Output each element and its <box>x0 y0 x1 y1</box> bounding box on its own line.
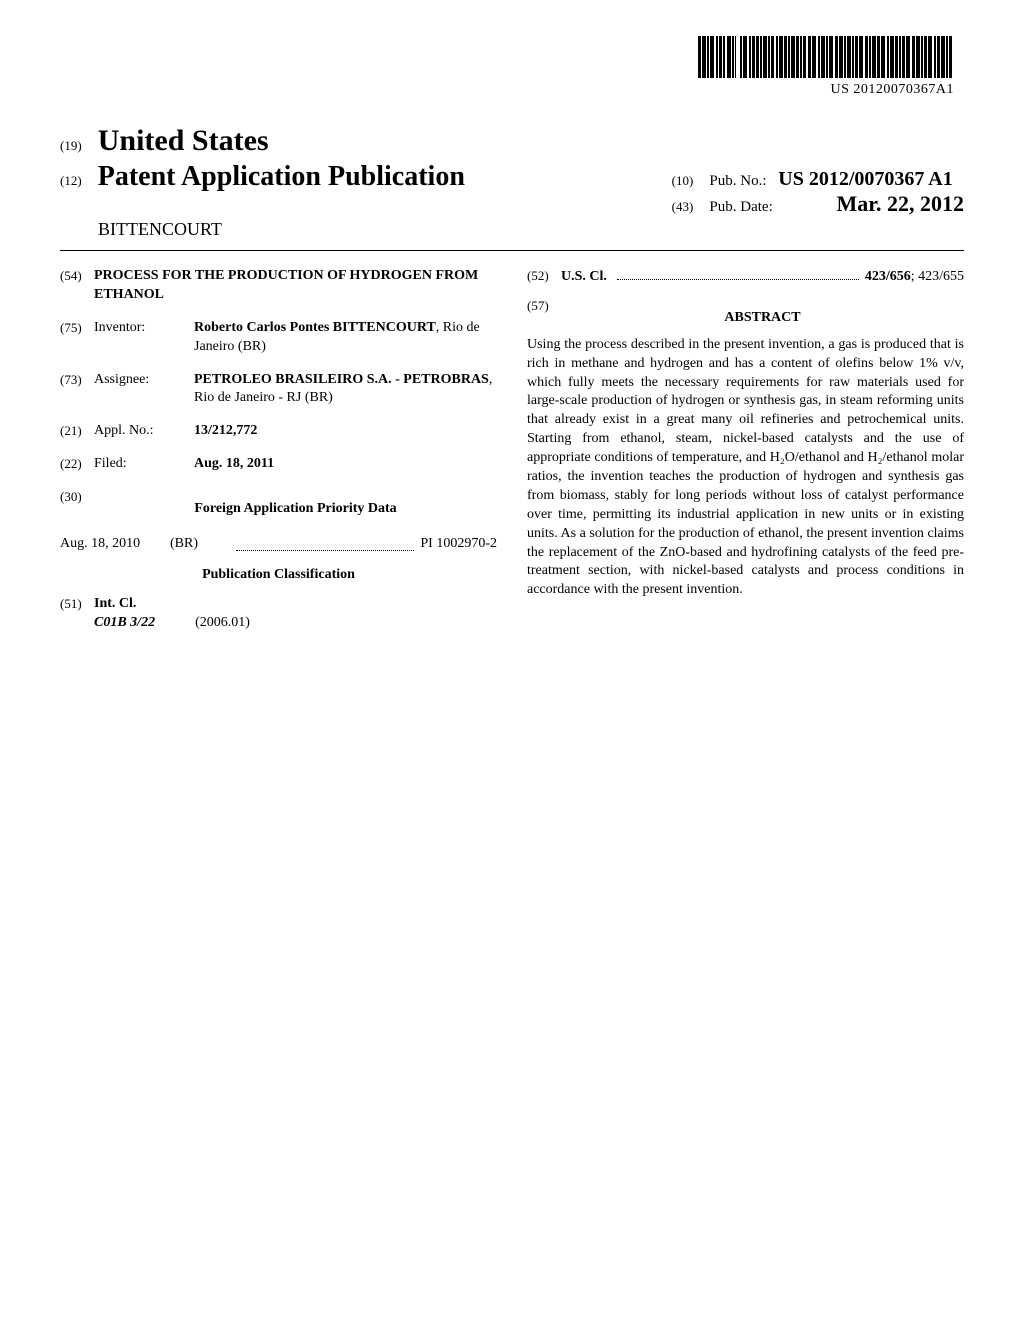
priority-heading: Foreign Application Priority Data <box>94 500 497 519</box>
inventor-value: Roberto Carlos Pontes BITTENCOURT, Rio d… <box>194 319 497 357</box>
header-divider <box>60 250 964 251</box>
title-row: (54) PROCESS FOR THE PRODUCTION OF HYDRO… <box>60 267 497 305</box>
biblio-columns: (54) PROCESS FOR THE PRODUCTION OF HYDRO… <box>60 267 964 633</box>
pubclass-heading: Publication Classification <box>60 566 497 585</box>
publication-type: Patent Application Publication <box>98 161 465 192</box>
pubno-label: Pub. No.: <box>709 173 766 189</box>
priority-country: (BR) <box>170 535 230 554</box>
inid-code-51: (51) <box>60 595 94 614</box>
document-header: (19) United States (12) Patent Applicati… <box>60 124 964 240</box>
filed-label: Filed: <box>94 455 194 474</box>
uscl-row: (52) U.S. Cl. 423/656; 423/655 <box>527 267 964 287</box>
invention-title: PROCESS FOR THE PRODUCTION OF HYDROGEN F… <box>94 267 497 305</box>
priority-section: (30) Foreign Application Priority Data A… <box>60 488 497 554</box>
uscl-other: ; 423/655 <box>911 268 964 287</box>
inid-code-52: (52) <box>527 267 561 285</box>
pubno-row: (10) Pub. No.: US 2012/0070367 A1 <box>672 168 964 191</box>
inid-code-30: (30) <box>60 488 94 529</box>
intcl-class: C01B 3/22 <box>94 614 155 633</box>
application-number: 13/212,772 <box>194 422 257 441</box>
author-surname: BITTENCOURT <box>98 219 964 240</box>
left-column: (54) PROCESS FOR THE PRODUCTION OF HYDRO… <box>60 267 497 633</box>
inid-code-43: (43) <box>672 199 706 215</box>
intcl-label: Int. Cl. <box>94 595 136 614</box>
right-column: (52) U.S. Cl. 423/656; 423/655 (57) ABST… <box>527 267 964 633</box>
inid-code-10: (10) <box>672 173 706 189</box>
assignee-row: (73) Assignee: PETROLEO BRASILEIRO S.A. … <box>60 371 497 409</box>
assignee-label: Assignee: <box>94 371 194 409</box>
intcl-version: (2006.01) <box>195 614 250 633</box>
country-line: (19) United States <box>60 124 964 158</box>
inid-code-22: (22) <box>60 455 94 474</box>
country-name: United States <box>98 124 269 157</box>
priority-number: PI 1002970-2 <box>420 535 497 554</box>
assignee-name: PETROLEO BRASILEIRO S.A. - PETROBRAS <box>194 372 489 387</box>
intcl-row: C01B 3/22 (2006.01) <box>94 614 497 633</box>
abstract-heading: ABSTRACT <box>561 309 964 328</box>
uscl-main: 423/656 <box>865 268 911 287</box>
inid-code-57: (57) <box>527 297 561 336</box>
applno-label: Appl. No.: <box>94 422 194 441</box>
publication-line: (12) Patent Application Publication (10)… <box>60 161 964 217</box>
inid-code-73: (73) <box>60 371 94 409</box>
filed-row: (22) Filed: Aug. 18, 2011 <box>60 455 497 474</box>
pub-right: (10) Pub. No.: US 2012/0070367 A1 (43) P… <box>672 168 964 217</box>
barcode-text: US 20120070367A1 <box>698 82 954 98</box>
inid-code-19: (19) <box>60 138 94 154</box>
abstract-section: (57) ABSTRACT Using the process describe… <box>527 297 964 600</box>
inventor-name: Roberto Carlos Pontes BITTENCOURT <box>194 320 436 335</box>
assignee-value: PETROLEO BRASILEIRO S.A. - PETROBRAS, Ri… <box>194 371 497 409</box>
uscl-label: U.S. Cl. <box>561 268 607 287</box>
pub-left: (12) Patent Application Publication <box>60 161 465 193</box>
inid-code-54: (54) <box>60 267 94 305</box>
priority-date: Aug. 18, 2010 <box>60 535 170 554</box>
publication-date: Mar. 22, 2012 <box>836 191 964 216</box>
inid-code-21: (21) <box>60 422 94 441</box>
barcode-region: US 20120070367A1 <box>698 36 954 98</box>
publication-number: US 2012/0070367 A1 <box>778 168 952 190</box>
applno-row: (21) Appl. No.: 13/212,772 <box>60 422 497 441</box>
uscl-dots <box>617 279 859 280</box>
inid-code-75: (75) <box>60 319 94 357</box>
inventor-row: (75) Inventor: Roberto Carlos Pontes BIT… <box>60 319 497 357</box>
priority-dots <box>236 535 414 551</box>
inid-code-12: (12) <box>60 173 94 189</box>
barcode-graphic <box>698 36 954 78</box>
priority-row: Aug. 18, 2010 (BR) PI 1002970-2 <box>60 535 497 554</box>
inventor-label: Inventor: <box>94 319 194 357</box>
intcl-section: (51) Int. Cl. C01B 3/22 (2006.01) <box>60 595 497 633</box>
filed-date: Aug. 18, 2011 <box>194 455 274 474</box>
pubdate-label: Pub. Date: <box>709 199 772 215</box>
pubdate-row: (43) Pub. Date: Mar. 22, 2012 <box>672 191 964 217</box>
abstract-text: Using the process described in the prese… <box>527 336 964 600</box>
